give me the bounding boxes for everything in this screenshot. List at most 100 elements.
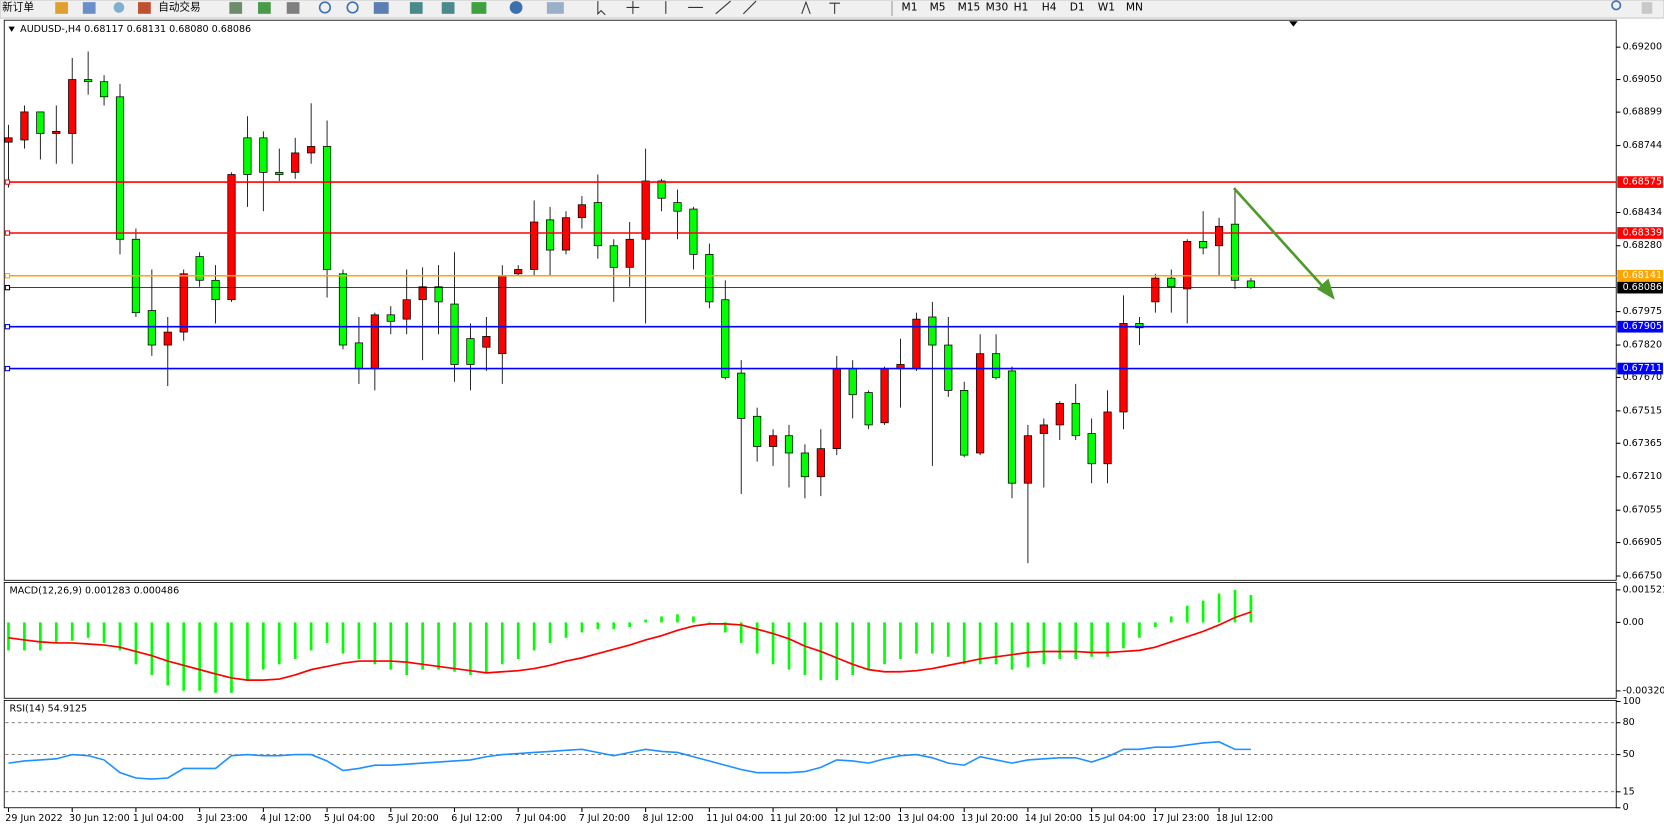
toolbar: 新订单 自动交易 M1 M5 M15 M30 H1 H4 D1 W1 MN — [0, 0, 1664, 19]
rsi-line — [8, 741, 1251, 780]
candle-body — [1087, 433, 1096, 465]
new-order-button[interactable]: 新订单 — [2, 0, 34, 13]
y-tick-label: 0.67670 — [1623, 372, 1662, 383]
candle-body — [195, 256, 204, 281]
trend-arrow — [1232, 187, 1335, 300]
level-label-box — [1617, 269, 1663, 282]
timeframe-button[interactable]: M30 — [986, 0, 1009, 13]
level-label: 0.68339 — [1623, 228, 1662, 239]
candle-body — [450, 303, 459, 365]
candle-body — [1151, 277, 1160, 303]
candle-body — [641, 180, 650, 240]
candle-body — [84, 79, 93, 83]
icon[interactable] — [471, 2, 487, 14]
candle-body — [163, 331, 172, 346]
candle-body — [976, 353, 985, 454]
icon[interactable] — [509, 1, 523, 14]
timeframe-button[interactable]: M5 — [930, 0, 946, 13]
shift-marker — [1289, 21, 1298, 27]
icon[interactable] — [138, 2, 151, 14]
icon[interactable] — [229, 2, 243, 14]
level-label: 0.68575 — [1623, 177, 1662, 188]
search-icon[interactable] — [1611, 0, 1622, 11]
level-label: 0.68141 — [1623, 270, 1662, 281]
level-label: 0.68086 — [1623, 282, 1662, 293]
icon[interactable] — [258, 2, 271, 14]
y-tick-label: 100 — [1623, 696, 1641, 707]
candle-body — [1023, 435, 1033, 484]
candle-body — [179, 273, 188, 333]
timeframe-button[interactable]: W1 — [1098, 0, 1115, 13]
candle-body — [1119, 323, 1128, 413]
macd-title: MACD(12,26,9) 0.001283 0.000486 — [10, 585, 180, 596]
icon[interactable] — [597, 1, 606, 16]
candle-body — [211, 279, 220, 301]
timeframe-button[interactable]: D1 — [1070, 0, 1085, 13]
x-tick-label: 6 Jul 12:00 — [451, 813, 502, 824]
auto-trading-button[interactable]: 自动交易 — [158, 0, 200, 13]
level-label-box — [1617, 320, 1663, 333]
candle-body — [944, 344, 953, 391]
candle-body — [52, 130, 61, 134]
timeframe-button[interactable]: H1 — [1014, 0, 1029, 13]
candle-body — [1007, 370, 1017, 484]
icon[interactable] — [546, 2, 564, 14]
icon[interactable] — [409, 2, 423, 14]
x-tick-label: 11 Jul 20:00 — [770, 813, 827, 824]
arrow-line — [1232, 187, 1327, 290]
x-tick-label: 15 Jul 04:00 — [1088, 813, 1145, 824]
level-label-box — [1617, 281, 1663, 294]
candle-body — [737, 372, 746, 419]
candle-body — [991, 353, 1001, 378]
candle-body — [227, 174, 236, 301]
icon[interactable] — [286, 2, 300, 14]
candle-body — [514, 269, 523, 275]
x-tick-label: 12 Jul 12:00 — [834, 813, 891, 824]
icon[interactable] — [626, 1, 640, 14]
icon[interactable] — [82, 2, 96, 14]
level-label: 0.67905 — [1623, 321, 1662, 332]
timeframe-button[interactable]: M1 — [902, 0, 918, 13]
y-tick-label: 80 — [1623, 717, 1635, 728]
y-tick-label: 0.00 — [1623, 617, 1644, 628]
candle-body — [545, 219, 555, 251]
y-tick-label: 0.68434 — [1623, 207, 1662, 218]
y-tick-label: 0.69050 — [1623, 74, 1662, 85]
candle-body — [36, 111, 45, 134]
candle-body — [466, 338, 475, 365]
icon[interactable] — [801, 0, 840, 14]
x-tick-label: 7 Jul 04:00 — [515, 813, 566, 824]
icon[interactable] — [113, 2, 125, 13]
icon[interactable] — [55, 2, 68, 14]
candle-body — [99, 81, 109, 98]
candle-body — [482, 336, 491, 348]
candle-body — [609, 245, 618, 268]
candle-body — [20, 111, 29, 141]
candle-body — [338, 273, 348, 346]
chart-title: AUDUSD-,H4 0.68117 0.68131 0.68080 0.680… — [20, 24, 251, 35]
candle-body — [1183, 241, 1192, 290]
icon[interactable] — [373, 2, 389, 14]
icon[interactable] — [665, 0, 757, 15]
icon[interactable] — [346, 1, 359, 14]
candle-body — [1214, 225, 1224, 247]
y-tick-label: 50 — [1623, 749, 1635, 760]
timeframe-button[interactable]: M15 — [958, 0, 981, 13]
candle-body — [275, 171, 284, 175]
timeframe-button[interactable]: MN — [1126, 0, 1143, 13]
level-handle — [4, 324, 11, 330]
candle-body — [1039, 424, 1048, 434]
candle-body — [1167, 277, 1176, 288]
candle-body — [115, 96, 125, 240]
icon[interactable] — [441, 2, 455, 14]
icon[interactable] — [318, 1, 332, 14]
timeframe-button[interactable]: H4 — [1042, 0, 1057, 13]
menu-icon[interactable] — [1641, 2, 1653, 14]
macd-signal-line — [8, 611, 1252, 681]
candle-body — [1055, 402, 1064, 426]
y-tick-label: 0 — [1623, 802, 1629, 813]
y-tick-label: 0.66905 — [1623, 537, 1662, 548]
